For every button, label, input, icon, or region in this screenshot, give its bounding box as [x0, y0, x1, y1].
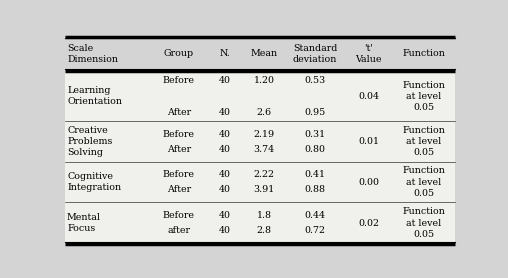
Text: Function
at level
0.05: Function at level 0.05 — [402, 126, 445, 157]
Text: 0.01: 0.01 — [358, 137, 379, 146]
Text: 3.74: 3.74 — [253, 145, 274, 153]
Text: 40: 40 — [219, 211, 231, 220]
Text: Function: Function — [402, 49, 445, 58]
Text: 1.20: 1.20 — [253, 76, 274, 85]
Text: 3.91: 3.91 — [253, 185, 275, 194]
Text: 0.80: 0.80 — [305, 145, 326, 153]
Text: 40: 40 — [219, 76, 231, 85]
Text: 0.53: 0.53 — [304, 76, 326, 85]
Bar — [66, 37, 455, 71]
Text: 40: 40 — [219, 226, 231, 235]
Text: 0.04: 0.04 — [358, 92, 379, 101]
Bar — [66, 202, 455, 244]
Text: Before: Before — [163, 170, 195, 179]
Text: 40: 40 — [219, 185, 231, 194]
Text: Before: Before — [163, 76, 195, 85]
Text: 0.31: 0.31 — [305, 130, 326, 139]
Text: Mean: Mean — [250, 49, 277, 58]
Text: Before: Before — [163, 130, 195, 139]
Text: 0.88: 0.88 — [305, 185, 326, 194]
Text: 40: 40 — [219, 170, 231, 179]
Text: 40: 40 — [219, 145, 231, 153]
Text: Scale
Dimension: Scale Dimension — [67, 44, 118, 64]
Text: Before: Before — [163, 211, 195, 220]
Text: 0.95: 0.95 — [304, 108, 326, 117]
Text: 2.22: 2.22 — [253, 170, 274, 179]
Text: Standard
deviation: Standard deviation — [293, 44, 337, 64]
Text: Learning
Orientation: Learning Orientation — [67, 86, 122, 106]
Bar — [66, 71, 455, 121]
Text: 2.6: 2.6 — [257, 108, 272, 117]
Text: Function
at level
0.05: Function at level 0.05 — [402, 167, 445, 198]
Text: N.: N. — [219, 49, 231, 58]
Text: 0.02: 0.02 — [358, 219, 379, 228]
Text: Mental
Focus: Mental Focus — [67, 213, 101, 233]
Text: Cognitive
Integration: Cognitive Integration — [67, 172, 121, 192]
Text: 0.72: 0.72 — [305, 226, 326, 235]
Bar — [66, 162, 455, 202]
Text: Creative
Problems
Solving: Creative Problems Solving — [67, 126, 112, 157]
Text: 't'
Value: 't' Value — [356, 44, 382, 64]
Text: After: After — [167, 185, 191, 194]
Text: 40: 40 — [219, 130, 231, 139]
Text: 2.8: 2.8 — [257, 226, 271, 235]
Text: Function
at level
0.05: Function at level 0.05 — [402, 207, 445, 239]
Text: 40: 40 — [219, 108, 231, 117]
Text: 1.8: 1.8 — [257, 211, 271, 220]
Text: 2.19: 2.19 — [253, 130, 274, 139]
Text: 0.41: 0.41 — [305, 170, 326, 179]
Text: 0.00: 0.00 — [358, 178, 379, 187]
Text: After: After — [167, 108, 191, 117]
Text: Function
at level
0.05: Function at level 0.05 — [402, 81, 445, 112]
Text: 0.44: 0.44 — [305, 211, 326, 220]
Text: After: After — [167, 145, 191, 153]
Text: Group: Group — [164, 49, 194, 58]
Text: after: after — [167, 226, 190, 235]
Bar — [66, 121, 455, 162]
